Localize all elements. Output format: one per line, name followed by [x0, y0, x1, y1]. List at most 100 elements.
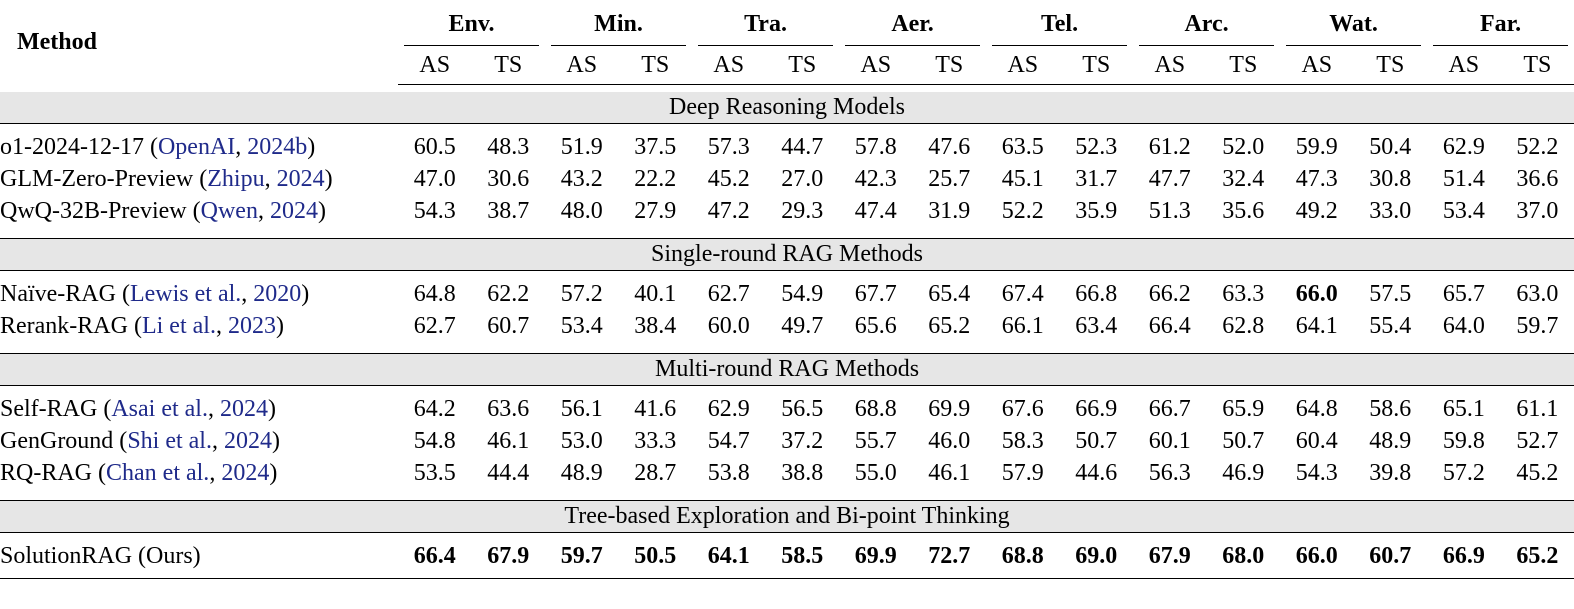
method-name-cell: GLM-Zero-Preview (Zhipu, 2024) — [0, 163, 398, 195]
group-underline — [698, 44, 834, 46]
citation-author-link[interactable]: Chan et al. — [106, 459, 210, 486]
value-cell: 35.9 — [1075, 197, 1118, 224]
value-cell: 56.5 — [781, 395, 824, 422]
method-name-cell: Naïve-RAG (Lewis et al., 2020) — [0, 278, 398, 310]
value-cell: 58.3 — [1001, 427, 1044, 454]
value-cell: 31.7 — [1075, 165, 1118, 192]
metric-header-as: AS — [545, 46, 619, 85]
row-spacer — [0, 386, 1574, 394]
value-cell: 55.0 — [854, 459, 897, 486]
value-cell: 47.0 — [413, 165, 456, 192]
value-cell: 66.1 — [1001, 312, 1044, 339]
value-cell: 39.8 — [1369, 459, 1412, 486]
citation-author-link[interactable]: Shi et al. — [127, 427, 212, 454]
domain-group-header: Tra. — [692, 0, 839, 46]
value-cell: 54.3 — [1295, 459, 1338, 486]
value-cell: 36.6 — [1516, 165, 1559, 192]
value-cell: 56.1 — [560, 395, 603, 422]
value-cell: 32.4 — [1222, 165, 1265, 192]
results-table: Method Env. Min. Tra. Aer. Tel. Arc. Wat. Far. … — [0, 0, 1574, 579]
section-title: Tree-based Exploration and Bi-point Thin… — [0, 500, 1574, 533]
domain-group-label: Arc. — [1184, 11, 1229, 37]
metric-header-as: AS — [1280, 46, 1354, 85]
value-cell: 53.0 — [560, 427, 603, 454]
citation-author-link[interactable]: Zhipu — [207, 165, 265, 192]
citation-year-link[interactable]: 2024 — [221, 459, 270, 486]
citation-author-link[interactable]: Li et al. — [141, 312, 216, 339]
citation-year-link[interactable]: 2023 — [227, 312, 276, 339]
group-underline — [1139, 44, 1275, 46]
value-cell: 67.7 — [854, 280, 897, 307]
domain-group-header: Tel. — [986, 0, 1133, 46]
citation-year-link[interactable]: 2024b — [247, 133, 308, 160]
value-cell: 64.2 — [413, 395, 456, 422]
value-cell: 51.9 — [560, 133, 603, 160]
value-cell: 63.3 — [1222, 280, 1265, 307]
metric-header-as: AS — [839, 46, 913, 85]
metric-header-ts: TS — [1059, 46, 1134, 85]
value-cell: 47.6 — [928, 133, 971, 160]
value-cell: 66.2 — [1148, 280, 1191, 307]
citation-year-link[interactable]: 2024 — [269, 197, 318, 224]
value-cell: 47.4 — [854, 197, 897, 224]
value-cell: 65.2 — [928, 312, 971, 339]
value-cell: 64.1 — [1295, 312, 1338, 339]
value-cell: 53.4 — [560, 312, 603, 339]
value-cell: 53.8 — [707, 459, 750, 486]
value-cell: 38.8 — [781, 459, 824, 486]
table-row: Self-RAG (Asai et al., 2024) 64.2 63.6 56.1… — [0, 393, 1574, 425]
citation-year-link[interactable]: 2024 — [223, 427, 272, 454]
citation-close: ) — [275, 312, 284, 339]
value-cell: 35.6 — [1222, 197, 1265, 224]
domain-group-header: Far. — [1427, 0, 1574, 46]
citation-author-link[interactable]: OpenAI — [157, 133, 236, 160]
group-underline — [845, 44, 981, 46]
citation-author-link[interactable]: Qwen — [200, 197, 258, 224]
citation-close: ) — [317, 197, 326, 224]
value-cell: 61.2 — [1148, 133, 1191, 160]
citation-year-link[interactable]: 2024 — [219, 395, 268, 422]
value-cell: 52.3 — [1075, 133, 1118, 160]
metric-header-ts: TS — [1206, 46, 1281, 85]
value-cell: 57.3 — [707, 133, 750, 160]
citation-year-link[interactable]: 2020 — [253, 280, 302, 307]
value-cell: 50.4 — [1369, 133, 1412, 160]
value-cell: 67.4 — [1001, 280, 1044, 307]
method-name: Naïve-RAG ( — [0, 280, 130, 307]
domain-group-label: Tel. — [1040, 11, 1079, 37]
value-cell: 54.8 — [413, 427, 456, 454]
citation-separator: , — [207, 395, 220, 422]
value-cell: 46.0 — [928, 427, 971, 454]
method-name-cell: o1-2024-12-17 (OpenAI, 2024b) — [0, 131, 398, 163]
value-cell: 38.7 — [487, 197, 530, 224]
citation-author-link[interactable]: Asai et al. — [111, 395, 208, 422]
method-name: Rerank-RAG ( — [0, 312, 142, 339]
value-cell: 48.0 — [560, 197, 603, 224]
method-name-cell: Rerank-RAG (Li et al., 2023) — [0, 310, 398, 342]
table-row: QwQ-32B-Preview (Qwen, 2024) 54.3 38.7 48.0… — [0, 195, 1574, 227]
metric-header-as: AS — [1427, 46, 1501, 85]
method-name: SolutionRAG (Ours) — [0, 542, 201, 569]
value-cell: 60.5 — [413, 133, 456, 160]
method-name-cell: RQ-RAG (Chan et al., 2024) — [0, 457, 398, 489]
value-cell: 54.9 — [781, 280, 824, 307]
citation-separator: , — [211, 427, 224, 454]
domain-group-label: Min. — [594, 11, 643, 37]
value-cell: 65.2 — [1516, 542, 1559, 569]
value-cell: 45.2 — [1516, 459, 1559, 486]
citation-separator: , — [257, 197, 270, 224]
value-cell: 64.8 — [413, 280, 456, 307]
value-cell: 47.7 — [1148, 165, 1191, 192]
citation-year-link[interactable]: 2024 — [276, 165, 325, 192]
row-spacer — [0, 124, 1574, 132]
row-spacer — [0, 533, 1574, 541]
value-cell: 68.0 — [1222, 542, 1265, 569]
citation-author-link[interactable]: Lewis et al. — [129, 280, 242, 307]
value-cell: 44.4 — [487, 459, 530, 486]
value-cell: 52.0 — [1222, 133, 1265, 160]
method-name: GLM-Zero-Preview ( — [0, 165, 208, 192]
group-underline — [551, 44, 687, 46]
value-cell: 48.9 — [560, 459, 603, 486]
value-cell: 46.1 — [928, 459, 971, 486]
group-underline — [1286, 44, 1422, 46]
